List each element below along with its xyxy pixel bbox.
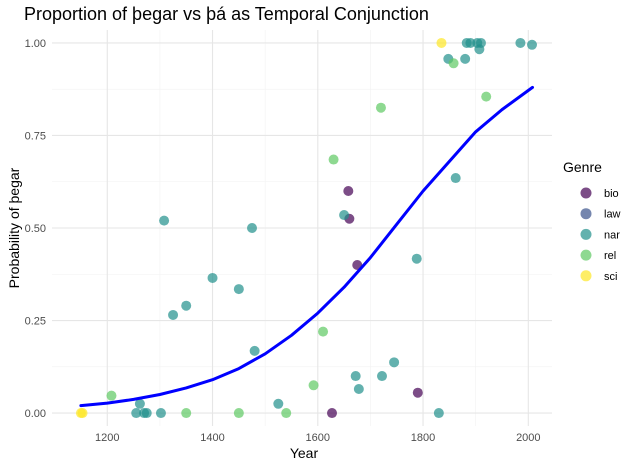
grid (52, 30, 552, 426)
x-tick-label: 2000 (516, 432, 540, 444)
data-point-nar (181, 300, 192, 311)
y-tick-label: 0.00 (25, 408, 46, 420)
data-point-bio (343, 185, 354, 196)
legend-label-bio: bio (604, 188, 619, 200)
data-point-rel (328, 154, 339, 165)
legend-label-nar: nar (604, 229, 620, 241)
data-point-nar (273, 398, 284, 409)
axes: 1200 1400 1600 1800 2000 0.00 0.25 0.50 0.75 1.00 (25, 38, 541, 444)
data-point-nar (247, 223, 257, 233)
data-point-nar (134, 398, 145, 409)
legend-key-nar (580, 228, 592, 240)
data-point-rel (481, 91, 492, 102)
data-point-rel (308, 380, 319, 391)
data-point-nar (249, 345, 260, 356)
legend-key-law (580, 208, 592, 220)
chart-title: Proportion of þegar vs þá as Temporal Co… (24, 4, 429, 24)
x-tick-label: 1200 (95, 432, 119, 444)
y-tick-label: 0.75 (25, 130, 46, 142)
data-point-nar (465, 37, 476, 48)
y-axis-title: Probability of þegar (6, 167, 22, 288)
data-point-nar (141, 408, 152, 419)
data-point-nar (475, 37, 486, 48)
data-point-nar (450, 173, 461, 184)
data-point-nar (460, 53, 471, 64)
data-point-nar (411, 253, 422, 264)
data-point-bio (412, 387, 423, 398)
data-point-nar (353, 383, 364, 394)
data-point-nar (131, 408, 142, 419)
y-tick-label: 1.00 (25, 38, 46, 50)
data-point-rel (318, 326, 329, 337)
legend-label-law: law (604, 209, 621, 221)
data-point-rel (181, 408, 192, 419)
legend-key-rel (580, 249, 592, 261)
legend: Genre bio law nar rel sci (563, 159, 621, 283)
data-point-nar (433, 408, 444, 419)
data-point-nar (389, 357, 400, 368)
y-tick-label: 0.50 (25, 223, 46, 235)
data-point-rel (448, 58, 459, 69)
legend-key-sci (580, 270, 592, 282)
data-point-sci (77, 408, 88, 419)
data-point-bio (327, 408, 337, 419)
x-tick-label: 1800 (411, 432, 435, 444)
trend-line (79, 85, 534, 408)
data-point-nar (515, 37, 526, 48)
data-point-nar (155, 408, 166, 419)
x-tick-label: 1600 (306, 432, 330, 444)
y-tick-label: 0.25 (25, 316, 46, 328)
data-point-nar (350, 371, 361, 382)
data-point-nar (233, 284, 244, 295)
data-point-sci (436, 37, 447, 48)
plot-area (75, 37, 537, 419)
legend-label-sci: sci (604, 271, 617, 283)
x-axis-title: Year (290, 445, 319, 461)
legend-label-rel: rel (604, 250, 616, 262)
x-tick-label: 1400 (200, 432, 224, 444)
data-point-rel (375, 102, 386, 113)
legend-key-bio (580, 187, 592, 199)
data-point-rel (233, 408, 244, 419)
data-point-nar (168, 309, 179, 320)
data-point-nar (377, 371, 387, 382)
data-point-rel (106, 390, 117, 401)
data-point-nar (207, 272, 218, 283)
data-point-rel (281, 408, 292, 419)
data-point-nar (159, 215, 170, 226)
legend-title: Genre (563, 159, 602, 175)
data-point-nar (339, 210, 350, 221)
data-point-nar (527, 39, 537, 50)
